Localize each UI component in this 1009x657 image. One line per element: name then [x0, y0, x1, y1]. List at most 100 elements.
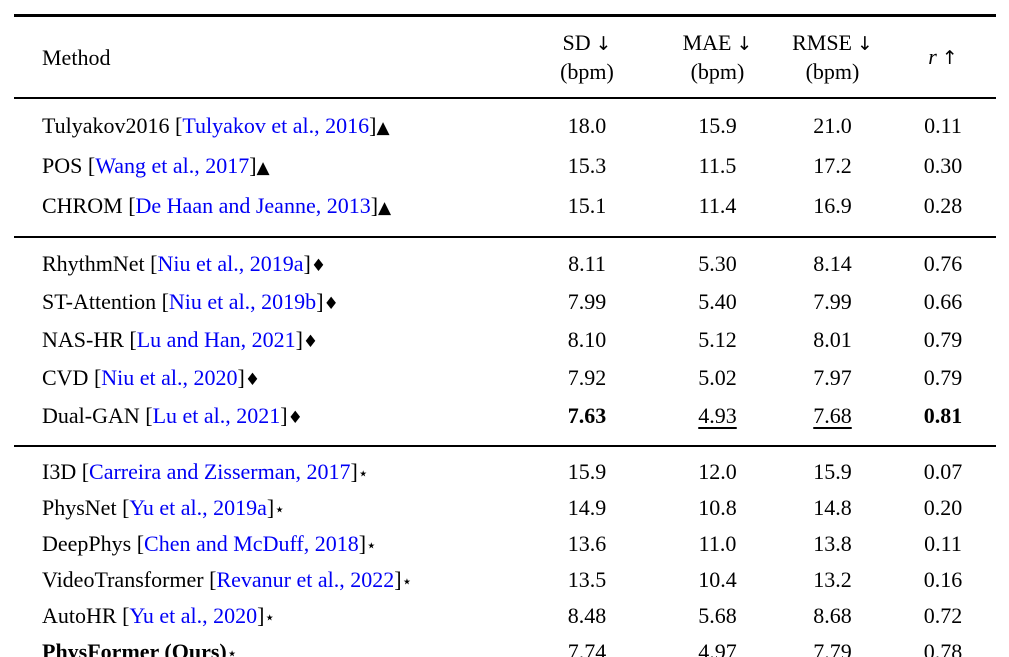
group-marker-icon: ♦ [287, 408, 303, 428]
metric-value: 13.8 [813, 531, 852, 556]
metric-value: 16.9 [813, 193, 852, 218]
citation-link[interactable]: Yu et al., 2020 [129, 603, 258, 628]
group-non-end-to-end-methods: RhythmNet [Niu et al., 2019a]♦ 8.11 5.30 8.… [14, 237, 996, 446]
header-row: Method SD ↓ (bpm) MAE ↓ (bpm) RMSE ↓ (bpm) … [14, 15, 996, 99]
method-name: RhythmNet [42, 251, 145, 276]
metric-value: 7.99 [567, 289, 607, 314]
metric-value: 17.2 [813, 153, 852, 178]
table-row: Tulyakov2016 [Tulyakov et al., 2016]▲ 18.… [14, 98, 996, 147]
results-table: Method SD ↓ (bpm) MAE ↓ (bpm) RMSE ↓ (bpm) … [14, 14, 996, 657]
group-marker-icon: ⋆ [357, 464, 369, 484]
metric-value: 0.20 [923, 495, 963, 520]
metric-value: 0.16 [923, 567, 963, 592]
table-row: ST-Attention [Niu et al., 2019b]♦ 7.99 5.4… [14, 284, 996, 322]
group-marker-icon: ⋆ [274, 500, 285, 520]
up-arrow-icon: ↑ [941, 46, 958, 69]
citation-link[interactable]: De Haan and Jeanne, 2013 [135, 193, 371, 218]
citation-link[interactable]: Yu et al., 2019a [129, 495, 267, 520]
group-traditional-methods: Tulyakov2016 [Tulyakov et al., 2016]▲ 18.… [14, 98, 996, 237]
table-row: PhysFormer (Ours)⋆ 7.74 4.97 7.79 0.78 [14, 635, 996, 657]
citation-link[interactable]: Chen and McDuff, 2018 [144, 531, 359, 556]
metric-value: 11.0 [698, 531, 737, 556]
down-arrow-icon: ↓ [595, 33, 612, 55]
metric-value: 7.99 [813, 289, 852, 314]
metric-value: 21.0 [813, 113, 852, 138]
group-marker-icon: ▲ [376, 118, 390, 138]
metric-value: 11.4 [698, 193, 737, 218]
citation-link[interactable]: Lu and Han, 2021 [136, 327, 296, 352]
metric-value: 8.10 [567, 327, 607, 352]
metric-value: 0.78 [923, 639, 963, 657]
group-marker-icon: ▲ [378, 198, 392, 218]
metric-value: 5.68 [698, 603, 737, 628]
group-marker-icon: ♦ [323, 294, 339, 314]
method-cell: Dual-GAN [Lu et al., 2021]♦ [42, 403, 303, 428]
method-cell: ST-Attention [Niu et al., 2019b]♦ [42, 289, 339, 314]
column-label: SD [562, 30, 591, 55]
column-header-rmse: RMSE ↓ (bpm) [775, 15, 890, 99]
citation-link[interactable]: Niu et al., 2019b [168, 289, 317, 314]
table-row: AutoHR [Yu et al., 2020]⋆ 8.48 5.68 8.68 0.7… [14, 599, 996, 635]
citation-link[interactable]: Lu et al., 2021 [152, 403, 281, 428]
column-unit: (bpm) [560, 59, 614, 84]
table-row: NAS-HR [Lu and Han, 2021]♦ 8.10 5.12 8.01 0.… [14, 322, 996, 360]
citation-link[interactable]: Carreira and Zisserman, 2017 [89, 459, 351, 484]
method-name: I3D [42, 459, 77, 484]
method-name: POS [42, 153, 83, 178]
column-label: MAE [682, 30, 732, 55]
column-header-r: r ↑ [890, 15, 996, 99]
column-header-mae: MAE ↓ (bpm) [660, 15, 775, 99]
metric-value: 14.9 [567, 495, 607, 520]
table-row: Dual-GAN [Lu et al., 2021]♦ 7.63 4.93 7.68 0… [14, 398, 996, 446]
method-cell: VideoTransformer [Revanur et al., 2022]⋆ [42, 567, 413, 592]
metric-value: 13.6 [567, 531, 607, 556]
group-marker-icon: ♦ [244, 370, 261, 390]
metric-value: 13.5 [567, 567, 607, 592]
metric-value: 15.1 [567, 193, 607, 218]
citation-link[interactable]: Wang et al., 2017 [95, 153, 250, 178]
group-marker-icon: ⋆ [264, 608, 276, 628]
method-cell: PhysNet [Yu et al., 2019a]⋆ [42, 495, 285, 520]
method-name: DeepPhys [42, 531, 132, 556]
metric-value: 10.4 [698, 567, 737, 592]
metric-value: 5.02 [698, 365, 737, 390]
metric-value: 18.0 [567, 113, 607, 138]
metric-value: 8.11 [568, 251, 606, 276]
citation-link[interactable]: Revanur et al., 2022 [216, 567, 395, 592]
method-name: PhysNet [42, 495, 117, 520]
table-row: CHROM [De Haan and Jeanne, 2013]▲ 15.1 11.… [14, 187, 996, 237]
metric-value: 8.68 [813, 603, 852, 628]
table-row: DeepPhys [Chen and McDuff, 2018]⋆ 13.6 11.… [14, 527, 996, 563]
metric-value: 0.11 [924, 531, 962, 556]
table-row: CVD [Niu et al., 2020]♦ 7.92 5.02 7.97 0.79 [14, 360, 996, 398]
column-label: RMSE [792, 30, 852, 55]
metric-value: 5.12 [698, 327, 737, 352]
table-row: I3D [Carreira and Zisserman, 2017]⋆ 15.9 1… [14, 446, 996, 491]
citation-link[interactable]: Niu et al., 2020 [101, 365, 238, 390]
method-name: AutoHR [42, 603, 117, 628]
group-marker-icon: ⋆ [366, 536, 377, 556]
metric-value: 5.30 [698, 251, 737, 276]
method-name: PhysFormer (Ours) [42, 639, 227, 657]
method-cell: I3D [Carreira and Zisserman, 2017]⋆ [42, 459, 369, 484]
metric-value: 8.01 [813, 327, 852, 352]
metric-value: 0.76 [923, 251, 963, 276]
metric-value: 7.74 [567, 639, 607, 657]
metric-value: 0.66 [923, 289, 963, 314]
method-name: CVD [42, 365, 89, 390]
method-name: Tulyakov2016 [42, 113, 170, 138]
method-cell: NAS-HR [Lu and Han, 2021]♦ [42, 327, 319, 352]
column-unit: (bpm) [805, 59, 860, 84]
metric-value: 15.9 [813, 459, 852, 484]
group-marker-icon: ♦ [302, 332, 319, 352]
citation-link[interactable]: Tulyakov et al., 2016 [182, 113, 370, 138]
metric-value: 13.2 [813, 567, 852, 592]
metric-value: 0.07 [923, 459, 963, 484]
metric-value: 0.81 [923, 403, 963, 428]
citation-link[interactable]: Niu et al., 2019a [157, 251, 304, 276]
down-arrow-icon: ↓ [736, 33, 753, 55]
method-name: NAS-HR [42, 327, 124, 352]
method-cell: DeepPhys [Chen and McDuff, 2018]⋆ [42, 531, 377, 556]
metric-value: 15.9 [698, 113, 737, 138]
